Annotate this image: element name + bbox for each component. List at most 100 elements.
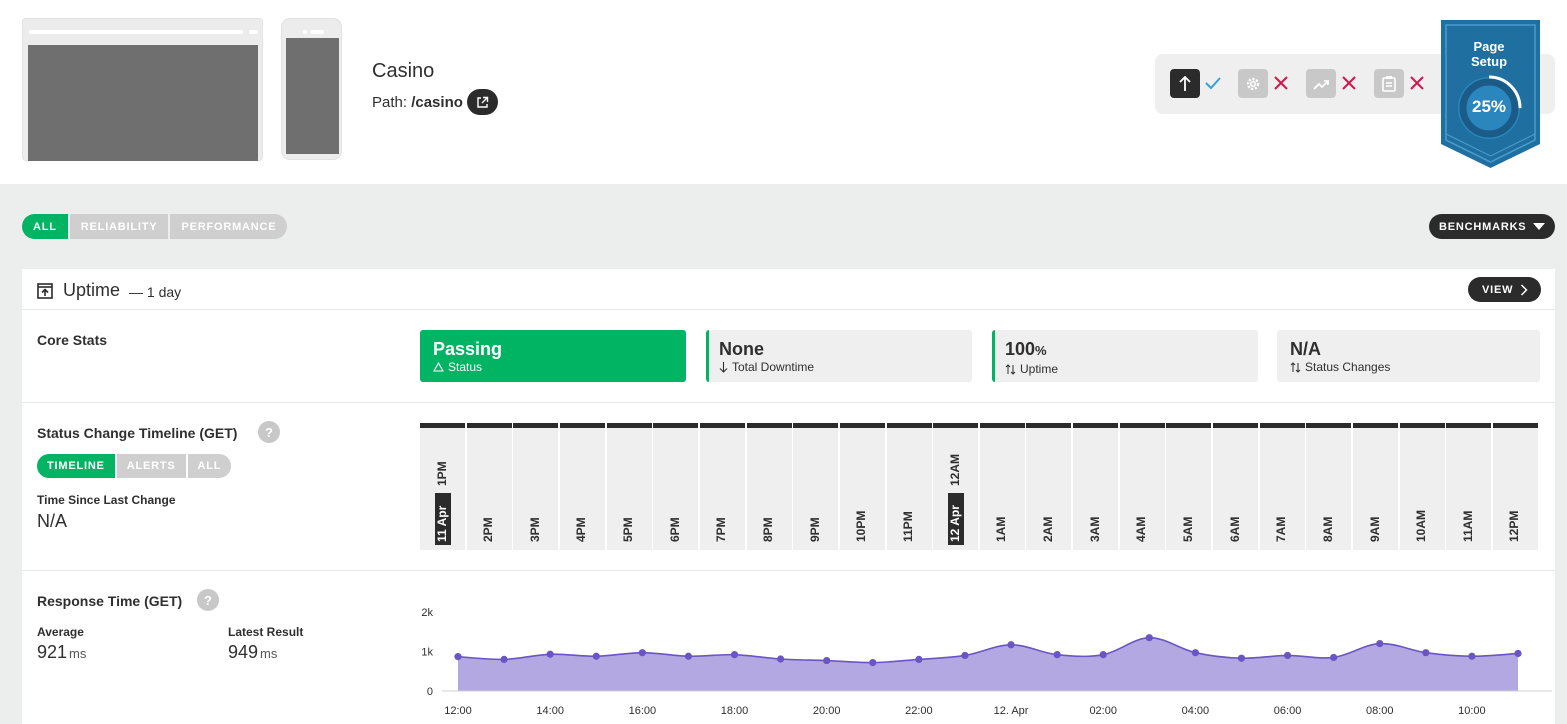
- badge-title: Page Setup: [1470, 39, 1508, 69]
- setup-step-content[interactable]: [1374, 69, 1404, 98]
- response-point[interactable]: [546, 650, 554, 658]
- response-point[interactable]: [684, 652, 693, 660]
- timeline-hour[interactable]: 3PM: [513, 423, 559, 550]
- divider: [22, 402, 1555, 403]
- tab-performance[interactable]: PERFORMANCE: [170, 214, 288, 239]
- time-since-label: Time Since Last Change: [37, 493, 176, 507]
- response-point[interactable]: [869, 658, 877, 667]
- response-point[interactable]: [1237, 654, 1246, 662]
- tab-all[interactable]: ALL: [22, 214, 68, 239]
- timeline-hour[interactable]: 10PM: [839, 423, 885, 550]
- timeline-hour-label: 3AM: [1087, 516, 1102, 542]
- response-point[interactable]: [1376, 640, 1384, 648]
- response-point[interactable]: [1422, 649, 1430, 657]
- view-button[interactable]: VIEW: [1468, 277, 1541, 302]
- response-point[interactable]: [1468, 652, 1476, 660]
- setup-step-performance[interactable]: [1306, 69, 1336, 98]
- timeline-hour[interactable]: 9PM: [793, 423, 839, 550]
- cross-icon: [1406, 72, 1428, 94]
- timeline-hour-label: 1PM: [434, 461, 449, 486]
- time-since-value: N/A: [37, 511, 68, 531]
- response-point[interactable]: [1007, 641, 1015, 649]
- cross-icon: [1338, 72, 1360, 94]
- timeline-hour-label: 11PM: [901, 511, 915, 542]
- timeline-hour-label: 7PM: [714, 517, 729, 542]
- timeline-hour[interactable]: 9AM: [1353, 423, 1398, 550]
- response-point[interactable]: [1145, 634, 1153, 642]
- timeline-hour[interactable]: 8AM: [1306, 423, 1352, 550]
- page-setup-badge[interactable]: Page Setup 25%: [1437, 18, 1544, 170]
- response-point[interactable]: [777, 655, 785, 663]
- timeline-hour-label: 3PM: [527, 517, 542, 542]
- x-tick-label: 14:00: [536, 705, 564, 717]
- tab-alerts[interactable]: ALERTS: [116, 454, 186, 478]
- desktop-screenshot-image: [28, 45, 258, 161]
- response-point[interactable]: [1330, 653, 1338, 662]
- timeline-hour[interactable]: 11AM: [1446, 423, 1492, 550]
- timeline-hour[interactable]: 7PM: [699, 423, 745, 550]
- timeline-hour[interactable]: 6PM: [653, 423, 699, 550]
- benchmarks-dropdown[interactable]: BENCHMARKS: [1429, 214, 1555, 239]
- tab-timeline[interactable]: TIMELINE: [37, 454, 115, 478]
- timeline-hour[interactable]: 12PM: [1492, 423, 1538, 550]
- timeline-hour[interactable]: 4PM: [559, 423, 605, 550]
- stat-status-value: Passing: [433, 339, 503, 359]
- response-help-icon[interactable]: ?: [197, 589, 219, 611]
- timeline-help-icon[interactable]: ?: [258, 421, 280, 443]
- response-point[interactable]: [1191, 649, 1199, 657]
- response-point[interactable]: [1099, 651, 1107, 659]
- timeline-hour[interactable]: 6AM: [1213, 423, 1259, 550]
- timeline-hour-label: 10AM: [1414, 509, 1429, 542]
- open-external-button[interactable]: [467, 89, 498, 115]
- timeline-hour[interactable]: 2PM: [466, 423, 512, 550]
- timeline-hour-label: 12PM: [1507, 510, 1522, 542]
- timeline-hour[interactable]: 3AM: [1073, 423, 1119, 550]
- response-point[interactable]: [1514, 649, 1522, 658]
- timeline-hour[interactable]: 10AM: [1399, 423, 1445, 550]
- response-point[interactable]: [1283, 651, 1292, 660]
- stat-uptime-value: 100: [1005, 339, 1036, 359]
- timeline-hour-label: 2PM: [481, 517, 496, 542]
- response-point[interactable]: [500, 655, 508, 663]
- timeline-hour[interactable]: 2AM: [1026, 423, 1072, 550]
- response-point[interactable]: [1053, 651, 1061, 659]
- timeline-hour-label: 5PM: [621, 517, 636, 542]
- response-point[interactable]: [454, 653, 462, 661]
- timeline-hour[interactable]: 4AM: [1119, 423, 1165, 550]
- timeline-hour[interactable]: 5AM: [1166, 423, 1212, 550]
- response-point[interactable]: [638, 649, 646, 657]
- timeline-hour-label: 1AM: [994, 516, 1009, 542]
- timeline-hour[interactable]: 5PM: [606, 423, 652, 550]
- setup-step-settings[interactable]: [1238, 69, 1268, 98]
- timeline-hour[interactable]: 11PM: [886, 423, 932, 550]
- x-tick-label: 02:00: [1089, 705, 1117, 717]
- timeline-hour[interactable]: 1AM: [979, 423, 1025, 550]
- response-point[interactable]: [592, 652, 600, 660]
- timeline-day-marker: 11 Apr: [435, 493, 451, 545]
- tab-reliability[interactable]: RELIABILITY: [69, 214, 169, 239]
- uptime-card: Uptime — 1 day VIEW Core Stats Passing S…: [22, 269, 1555, 724]
- shield-badge-icon: [1441, 20, 1540, 168]
- response-point[interactable]: [730, 651, 739, 659]
- timeline-hour[interactable]: 8PM: [746, 423, 792, 550]
- latest-result-value: 949 ms: [228, 642, 278, 662]
- setup-step-upload[interactable]: [1170, 69, 1200, 98]
- x-tick-label: 16:00: [629, 705, 657, 717]
- stat-uptime: 100% Uptime: [992, 330, 1258, 382]
- timeline-day-marker: 12 Apr: [948, 493, 965, 545]
- timeline-hour[interactable]: 11 Apr 1PM: [420, 423, 465, 550]
- response-point[interactable]: [961, 651, 969, 660]
- response-point[interactable]: [915, 655, 923, 663]
- timeline-hour[interactable]: 7AM: [1259, 423, 1305, 550]
- y-tick-label: 0: [427, 686, 433, 698]
- external-link-icon: [477, 96, 489, 108]
- stat-downtime: None Total Downtime: [706, 330, 972, 382]
- mobile-screenshot-thumbnail[interactable]: [281, 18, 342, 160]
- trend-icon: [1313, 79, 1329, 90]
- arrow-down-icon: [719, 361, 728, 373]
- response-point[interactable]: [823, 656, 831, 665]
- tab-timeline-all[interactable]: ALL: [187, 454, 232, 478]
- desktop-screenshot-thumbnail[interactable]: [22, 18, 263, 161]
- timeline-hour[interactable]: 12 Apr 12AM: [933, 423, 979, 550]
- latest-result-label: Latest Result: [228, 625, 304, 639]
